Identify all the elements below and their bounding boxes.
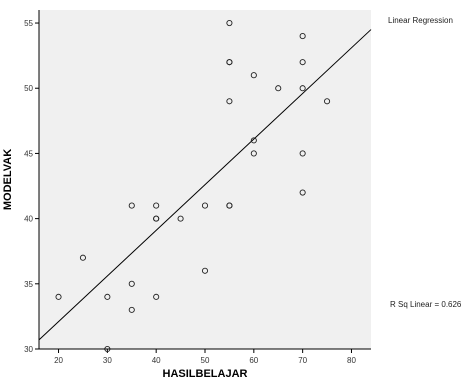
data-point bbox=[153, 293, 160, 300]
x-tick-label: 80 bbox=[347, 356, 356, 365]
x-tick-label: 60 bbox=[249, 356, 258, 365]
data-point bbox=[299, 59, 306, 66]
regression-line bbox=[38, 29, 372, 341]
axes bbox=[38, 10, 371, 350]
x-tick-label: 20 bbox=[54, 356, 63, 365]
axis-ticks: 20 30 40 50 60 70 80 30 35 40 45 50 55 bbox=[24, 19, 356, 365]
data-point bbox=[299, 33, 306, 40]
data-point bbox=[128, 306, 135, 313]
y-tick-label: 50 bbox=[24, 84, 33, 93]
data-point bbox=[201, 202, 209, 209]
y-axis-label: MODELVAK bbox=[2, 149, 14, 210]
data-point bbox=[250, 72, 257, 79]
y-tick-label: 55 bbox=[24, 19, 33, 28]
data-point bbox=[128, 280, 135, 287]
data-point bbox=[299, 150, 306, 157]
data-point bbox=[250, 150, 257, 157]
x-tick-label: 40 bbox=[152, 356, 161, 365]
y-tick-label: 30 bbox=[24, 345, 33, 354]
y-tick-label: 40 bbox=[24, 215, 33, 224]
data-point bbox=[79, 254, 86, 261]
data-point bbox=[226, 202, 233, 209]
x-axis-label: HASILBELAJAR bbox=[163, 368, 248, 380]
data-point bbox=[226, 59, 233, 66]
data-point bbox=[299, 85, 306, 92]
data-point bbox=[177, 215, 184, 222]
regression-line-layer bbox=[38, 29, 372, 341]
data-point bbox=[226, 19, 233, 27]
plot-area bbox=[39, 10, 371, 349]
data-point bbox=[250, 137, 257, 144]
data-point bbox=[299, 189, 306, 196]
data-point bbox=[226, 98, 233, 105]
x-tick-label: 70 bbox=[298, 356, 307, 365]
data-point bbox=[55, 293, 62, 300]
data-point bbox=[153, 202, 160, 209]
data-point bbox=[128, 202, 135, 209]
data-point bbox=[275, 85, 282, 92]
x-tick-label: 50 bbox=[201, 356, 210, 365]
data-point bbox=[104, 293, 111, 300]
x-tick-label: 30 bbox=[103, 356, 112, 365]
y-tick-label: 45 bbox=[24, 149, 33, 158]
r-squared-label: R Sq Linear = 0.626 bbox=[390, 300, 462, 309]
y-tick-label: 35 bbox=[24, 280, 33, 289]
data-point bbox=[324, 98, 331, 105]
data-point bbox=[153, 215, 160, 222]
legend-linear-regression: Linear Regression bbox=[388, 16, 453, 25]
data-point bbox=[201, 267, 209, 274]
